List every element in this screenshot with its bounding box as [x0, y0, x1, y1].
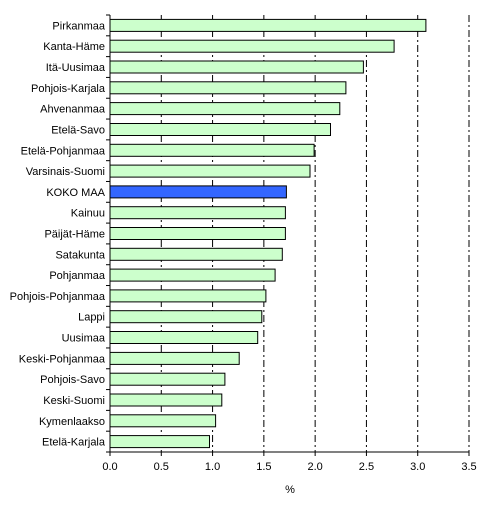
x-tick-label: 3.0	[410, 461, 425, 473]
bar	[109, 39, 395, 53]
category-label: Lappi	[78, 312, 105, 324]
bar	[109, 81, 347, 95]
category-label: Varsinais-Suomi	[26, 166, 105, 178]
category-label: Satakunta	[55, 249, 105, 261]
x-tick-label: 2.5	[359, 461, 374, 473]
category-label: Ahvenanmaa	[40, 104, 106, 116]
bar	[109, 435, 210, 449]
bar	[109, 393, 223, 407]
bar	[109, 123, 331, 136]
category-label: Uusimaa	[62, 333, 106, 345]
bar	[109, 289, 267, 303]
category-label: Pohjois-Pohjanmaa	[10, 291, 106, 303]
bars	[109, 18, 427, 449]
bar	[109, 227, 286, 240]
x-tick-label: 0.5	[154, 461, 169, 473]
bar	[109, 372, 226, 386]
bar	[109, 351, 240, 365]
x-tick-label: 2.0	[307, 461, 322, 473]
category-labels: Pirkanmaa Kanta-Häme Itä-Uusimaa Pohjois-Ka…	[10, 20, 106, 448]
category-label: Kainuu	[71, 208, 105, 220]
bar	[109, 102, 341, 116]
category-label: Keski-Pohjanmaa	[19, 353, 106, 365]
bar	[109, 206, 286, 220]
category-label: Keski-Suomi	[43, 395, 105, 407]
x-tick-labels: 0.0 0.5 1.0 1.5 2.0 2.5 3.0 3.5	[102, 461, 476, 473]
bar	[109, 331, 259, 344]
bar	[109, 18, 427, 32]
category-label: Kymenlaakso	[39, 416, 105, 428]
bar	[109, 60, 364, 74]
x-axis-label: %	[285, 484, 295, 496]
x-tick-label: 1.5	[256, 461, 271, 473]
bar	[109, 310, 263, 324]
x-tick-label: 0.0	[102, 461, 117, 473]
axes	[106, 14, 470, 456]
bar	[109, 143, 315, 157]
category-label: Etelä-Savo	[51, 125, 105, 137]
category-label: Itä-Uusimaa	[46, 62, 106, 74]
x-tick-label: 1.0	[205, 461, 220, 473]
category-label: Etelä-Karjala	[42, 437, 106, 449]
category-label: Pohjois-Karjala	[31, 83, 106, 95]
x-tick-label: 3.5	[461, 461, 476, 473]
bar	[109, 268, 276, 282]
category-label: Kanta-Häme	[43, 41, 105, 53]
category-label: Etelä-Pohjanmaa	[21, 145, 106, 157]
bar	[109, 164, 311, 178]
bar	[109, 185, 287, 199]
category-label: KOKO MAA	[46, 187, 105, 199]
bar	[109, 414, 217, 428]
category-label: Päijät-Häme	[44, 229, 105, 241]
category-label: Pohjanmaa	[49, 270, 106, 282]
category-label: Pirkanmaa	[52, 20, 105, 32]
category-label: Pohjois-Savo	[40, 374, 105, 386]
bar	[109, 247, 283, 261]
